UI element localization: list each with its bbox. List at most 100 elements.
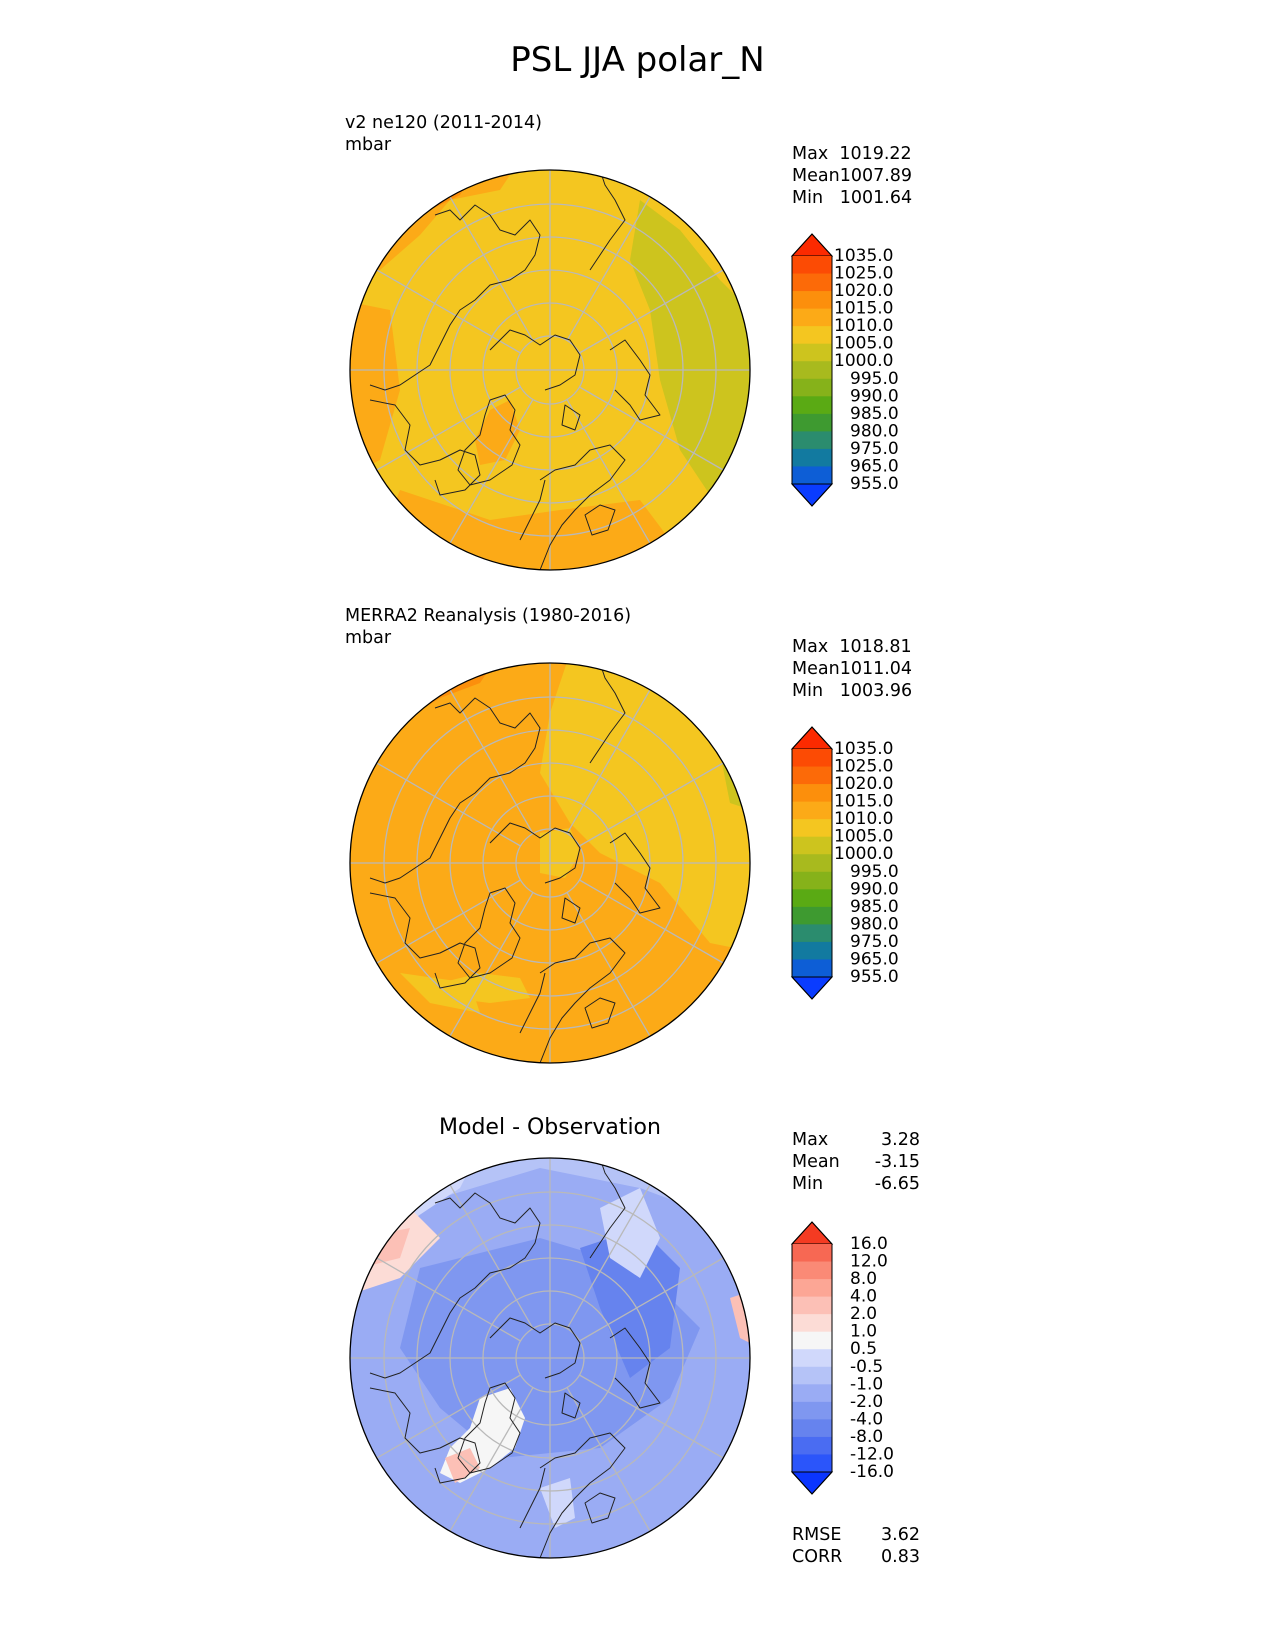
reference-coastline xyxy=(561,897,581,924)
test-colorbar-bin xyxy=(792,448,832,467)
test-colorbar-tick-label: 1005.0 xyxy=(834,334,893,354)
difference-field-region xyxy=(445,1448,480,1483)
reference-coastline xyxy=(457,887,521,979)
difference-colorbar-tick-label: 8.0 xyxy=(850,1269,877,1289)
panel-title-difference: Model - Observation xyxy=(439,1115,661,1140)
difference-colorbar-bin xyxy=(792,1401,832,1420)
panel-title-reference: MERRA2 Reanalysis (1980-2016) mbar xyxy=(345,606,632,648)
reference-colorbar-bin xyxy=(792,906,832,925)
reference-colorbar-bin xyxy=(792,854,832,873)
test-colorbar-bin xyxy=(792,308,832,327)
reference-colorbar-bin xyxy=(792,941,832,960)
difference-colorbar-tick-label: -0.5 xyxy=(850,1357,883,1377)
reference-colorbar-bin xyxy=(792,749,832,768)
difference-coastline xyxy=(539,1432,626,1558)
difference-colorbar-tick-label: -16.0 xyxy=(850,1462,894,1482)
test-colorbar-tick-label: 955.0 xyxy=(850,474,899,494)
reference-coastline xyxy=(609,832,661,914)
colorbar-reference: 1035.01025.01020.01015.01010.01005.01000… xyxy=(790,726,899,1000)
test-colorbar-tick-label: 995.0 xyxy=(850,369,899,389)
test-colorbar-bin xyxy=(792,291,832,310)
test-coastlines xyxy=(369,170,661,570)
reference-map-boundary xyxy=(349,662,751,1064)
difference-map-boundary xyxy=(349,1157,751,1559)
reference-coastline xyxy=(519,972,546,1034)
test-coastline xyxy=(519,479,546,541)
test-field-region xyxy=(630,200,750,510)
reference-colorbar-bin xyxy=(792,784,832,803)
difference-colorbar-tick-label: 0.5 xyxy=(850,1339,877,1359)
reference-colorbar-bin xyxy=(792,889,832,908)
difference-coastline xyxy=(519,1467,546,1529)
reference-colorbar-tick-label: 955.0 xyxy=(850,967,899,987)
panel-difference: Model - Observation Max 3.28 Mean -3.15 Mi… xyxy=(0,0,1275,1567)
reference-colorbar-tick-label: 965.0 xyxy=(850,949,899,969)
difference-colorbar-bin xyxy=(792,1436,832,1455)
difference-colorbar-tick-label: -12.0 xyxy=(850,1444,894,1464)
reference-colorbar-tick-label: 995.0 xyxy=(850,862,899,882)
test-colorbar-bin xyxy=(792,466,832,485)
test-coastline xyxy=(457,394,521,486)
reference-colorbar-extend-max xyxy=(790,726,834,750)
reference-coastline xyxy=(369,697,541,884)
test-colorbar-tick-label: 1020.0 xyxy=(834,281,893,301)
difference-field-region xyxy=(600,1188,660,1278)
test-graticule xyxy=(350,170,750,570)
test-colorbar-tick-label: 1000.0 xyxy=(834,351,893,371)
reference-colorbar-bin xyxy=(792,801,832,820)
figure-title: PSL JJA polar_N xyxy=(510,40,765,80)
difference-graticule xyxy=(350,1158,750,1558)
stat-mean: Mean 1007.89 xyxy=(792,166,913,186)
difference-coastline xyxy=(457,1382,521,1474)
reference-colorbar-extend-min xyxy=(790,976,834,1000)
reference-colorbar-bin xyxy=(792,924,832,943)
difference-coastlines xyxy=(369,1158,661,1558)
difference-field-region xyxy=(730,1288,750,1348)
map-test xyxy=(349,169,751,571)
test-colorbar-bin xyxy=(792,256,832,275)
test-coastline xyxy=(369,399,481,496)
difference-colorbar-bin xyxy=(792,1314,832,1333)
reference-colorbar-tick-label: 985.0 xyxy=(850,897,899,917)
difference-colorbar-extend-max xyxy=(790,1221,834,1245)
stat-min: Min 1001.64 xyxy=(792,188,913,208)
test-colorbar-tick-label: 965.0 xyxy=(850,456,899,476)
colorbar-test: 1035.01025.01020.01015.01010.01005.01000… xyxy=(790,233,899,507)
test-coastline xyxy=(561,404,581,431)
reference-colorbar-bin xyxy=(792,766,832,785)
reference-coastlines xyxy=(369,663,661,1063)
map-reference xyxy=(349,662,751,1064)
test-colorbar-bin xyxy=(792,431,832,450)
reference-colorbar-tick-label: 1020.0 xyxy=(834,774,893,794)
stats-test: Max 1019.22 Mean 1007.89 Min 1001.64 xyxy=(792,143,920,209)
test-colorbar-tick-label: 985.0 xyxy=(850,404,899,424)
difference-colorbar-tick-label: 16.0 xyxy=(850,1234,888,1254)
reference-colorbar-tick-label: 975.0 xyxy=(850,932,899,952)
difference-colorbar-bin xyxy=(792,1419,832,1438)
reference-colorbar-tick-label: 990.0 xyxy=(850,879,899,899)
difference-coastline xyxy=(609,1327,661,1409)
stats-rmse-corr: RMSE 3.62 CORR 0.83 xyxy=(792,1525,920,1567)
test-coastline xyxy=(369,204,541,391)
difference-coastline xyxy=(584,1492,616,1524)
reference-colorbar-tick-label: 1000.0 xyxy=(834,844,893,864)
test-colorbar-tick-label: 1010.0 xyxy=(834,316,893,336)
stats-difference: Max 3.28 Mean -3.15 Min -6.65 xyxy=(792,1130,920,1194)
difference-colorbar-tick-label: 12.0 xyxy=(850,1252,888,1272)
test-colorbar-bin xyxy=(792,396,832,415)
test-colorbar-bin xyxy=(792,343,832,362)
reference-colorbar-bin xyxy=(792,871,832,890)
test-colorbar-bin xyxy=(792,413,832,432)
test-map-boundary xyxy=(349,169,751,571)
difference-colorbar-tick-label: 2.0 xyxy=(850,1304,877,1324)
difference-colorbar-bin xyxy=(792,1331,832,1350)
test-colorbar-tick-label: 975.0 xyxy=(850,439,899,459)
reference-coastline xyxy=(489,822,581,884)
panel-test: v2 ne120 (2011-2014) mbar Max 1019.22 Mea… xyxy=(0,0,1275,571)
test-colorbar-tick-label: 1035.0 xyxy=(834,246,893,266)
difference-colorbar-bin xyxy=(792,1349,832,1368)
reference-colorbar-tick-label: 1010.0 xyxy=(834,809,893,829)
difference-colorbar-bin xyxy=(792,1384,832,1403)
test-colorbar-bin xyxy=(792,273,832,292)
test-colorbar-bin xyxy=(792,326,832,345)
